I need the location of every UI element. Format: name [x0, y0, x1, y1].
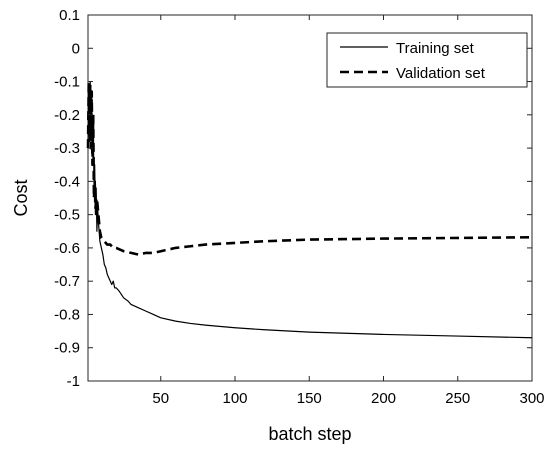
series-layer [86, 80, 533, 339]
x-tick-label: 100 [222, 390, 247, 407]
y-tick-label: -0.5 [54, 207, 80, 224]
x-axis-label: batch step [268, 424, 351, 444]
y-tick-label: 0.1 [59, 7, 80, 24]
y-tick-label: -0.7 [54, 273, 80, 290]
x-axis-ticks: 50 100 150 200 250 300 [152, 15, 545, 407]
legend-label-training: Training set [396, 40, 475, 57]
y-tick-label: -0.1 [54, 74, 80, 91]
validation-series-line [86, 80, 533, 256]
legend-label-validation: Validation set [396, 65, 486, 82]
legend: Training set Validation set [326, 32, 528, 88]
y-tick-label: 0 [72, 40, 80, 57]
y-tick-label: -0.4 [54, 173, 80, 190]
x-tick-label: 250 [445, 390, 470, 407]
y-tick-label: -0.8 [54, 306, 80, 323]
y-tick-label: -0.3 [54, 140, 80, 157]
x-tick-label: 200 [371, 390, 396, 407]
y-axis-ticks: 0.1 0 -0.1 -0.2 -0.3 -0.4 -0.5 -0.6 -0.7 -0.8 -0.9… [54, 7, 532, 390]
x-tick-label: 50 [152, 390, 169, 407]
x-tick-label: 150 [297, 390, 322, 407]
y-tick-label: -1 [67, 373, 80, 390]
y-tick-label: -0.6 [54, 240, 80, 257]
legend-box [326, 32, 528, 88]
y-tick-label: -0.2 [54, 107, 80, 124]
x-tick-label: 300 [519, 390, 544, 407]
y-axis-label: Cost [11, 179, 31, 216]
y-tick-label: -0.9 [54, 340, 80, 357]
